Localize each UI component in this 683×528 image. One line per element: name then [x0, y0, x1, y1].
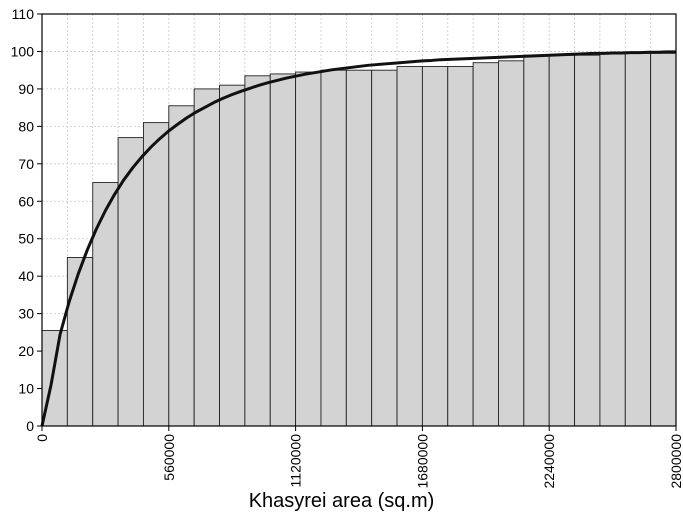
- histogram-bar: [66, 257, 94, 427]
- histogram-bar: [396, 65, 423, 427]
- y-tick-label: 40: [18, 268, 34, 284]
- histogram-bar: [193, 88, 220, 427]
- y-tick-label: 90: [18, 81, 34, 97]
- y-tick-label: 0: [26, 418, 34, 434]
- x-tick-label: 2800000: [668, 434, 683, 489]
- y-tick-label: 10: [18, 381, 34, 397]
- histogram-bar: [345, 69, 373, 427]
- y-tick-label: 70: [18, 156, 34, 172]
- fitted-curve: [40, 50, 676, 427]
- x-tick-label: 1680000: [414, 434, 430, 489]
- histogram-bar: [371, 69, 398, 427]
- x-tick-label: 1120000: [288, 434, 304, 488]
- histogram-bar: [92, 182, 119, 427]
- y-tick-label: 20: [18, 343, 34, 359]
- histogram-bar: [472, 62, 499, 427]
- histogram-bar: [574, 54, 601, 427]
- y-tick-label: 100: [11, 43, 35, 59]
- histogram-bar: [447, 65, 474, 427]
- histogram-bar: [548, 54, 576, 427]
- histogram-bar: [142, 122, 170, 427]
- histogram-bar: [244, 75, 271, 427]
- x-tick-label: 0: [34, 434, 50, 442]
- histogram-bar: [295, 71, 322, 427]
- histogram-bar: [320, 69, 347, 427]
- fitted-curve-layer: [40, 50, 676, 427]
- y-tick-label: 60: [18, 193, 34, 209]
- histogram-bar: [624, 52, 652, 427]
- y-tick-label: 110: [12, 6, 35, 22]
- histogram-bar: [599, 52, 626, 427]
- histogram-bar: [168, 105, 195, 427]
- x-axis-label: Khasyrei area (sq.m): [248, 490, 435, 512]
- histogram-bar: [421, 65, 449, 427]
- x-axis-ticks: 0 560000 1120000 1680000 2240000 2800000: [34, 426, 683, 489]
- histogram-bar: [498, 60, 525, 427]
- x-tick-label: 2240000: [541, 434, 557, 489]
- histogram-bars: [41, 52, 677, 427]
- histogram-bar: [523, 54, 550, 427]
- x-tick-label: 560000: [161, 434, 177, 481]
- y-tick-label: 80: [18, 118, 34, 134]
- histogram-bar: [219, 84, 246, 427]
- y-axis-ticks: 0 10 20 30 40 50 60 70 80 90 100 110: [11, 6, 42, 434]
- plot-frame: [41, 13, 677, 427]
- histogram-bar: [650, 52, 677, 427]
- y-tick-label: 30: [18, 306, 34, 322]
- y-tick-label: 50: [18, 231, 34, 247]
- histogram-bar: [269, 73, 297, 427]
